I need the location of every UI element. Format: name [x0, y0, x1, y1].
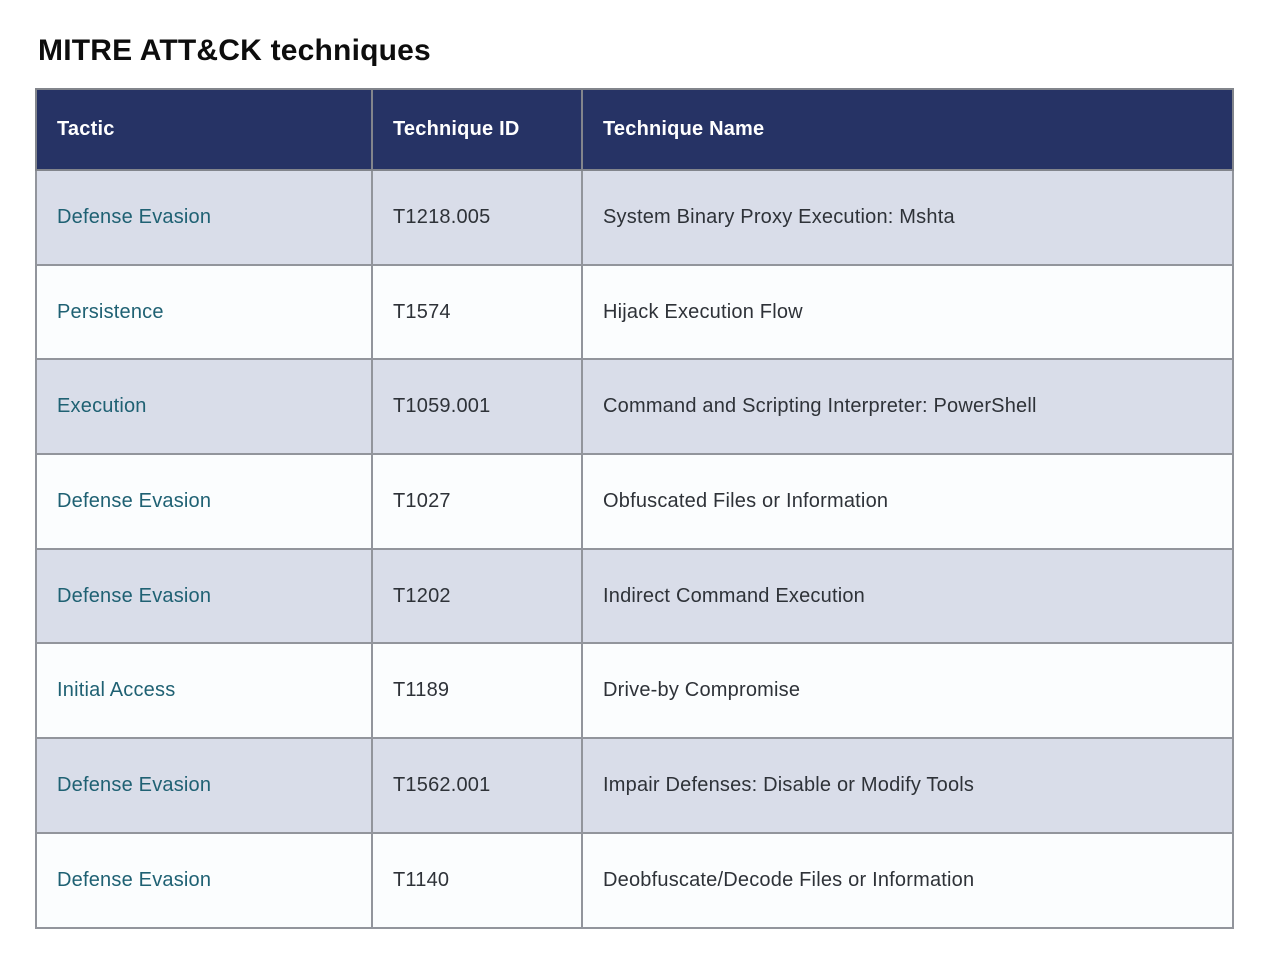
technique-name-cell: System Binary Proxy Execution: Mshta [581, 169, 1234, 266]
tactic-link[interactable]: Persistence [57, 300, 164, 323]
table-row: Defense Evasion T1562.001 Impair Defense… [35, 737, 1234, 834]
column-header-tactic: Tactic [35, 88, 373, 171]
tactic-cell: Defense Evasion [35, 169, 373, 266]
table-row: Execution T1059.001 Command and Scriptin… [35, 358, 1234, 456]
tactic-link[interactable]: Defense Evasion [57, 489, 212, 512]
mitre-techniques-table: Tactic Technique ID Technique Name Defen… [35, 88, 1234, 929]
tactic-cell: Defense Evasion [35, 453, 373, 550]
tactic-cell: Persistence [35, 263, 373, 361]
tactic-cell: Defense Evasion [35, 737, 373, 834]
table-header-row: Tactic Technique ID Technique Name [35, 88, 1234, 171]
technique-id-cell: T1562.001 [371, 737, 583, 834]
tactic-cell: Defense Evasion [35, 547, 373, 645]
technique-id-cell: T1189 [371, 642, 583, 740]
technique-id-cell: T1140 [371, 831, 583, 929]
tactic-link[interactable]: Execution [57, 395, 147, 418]
table-body: Defense Evasion T1218.005 System Binary … [35, 169, 1234, 929]
table-row: Persistence T1574 Hijack Execution Flow [35, 263, 1234, 361]
technique-name-cell: Obfuscated Files or Information [581, 453, 1234, 550]
technique-name-cell: Command and Scripting Interpreter: Power… [581, 358, 1234, 456]
tactic-link[interactable]: Initial Access [57, 679, 176, 702]
technique-name-cell: Impair Defenses: Disable or Modify Tools [581, 737, 1234, 834]
technique-id-cell: T1202 [371, 547, 583, 645]
technique-name-cell: Drive-by Compromise [581, 642, 1234, 740]
tactic-cell: Defense Evasion [35, 831, 373, 929]
table-row: Defense Evasion T1202 Indirect Command E… [35, 547, 1234, 645]
column-header-technique-name: Technique Name [581, 88, 1234, 171]
tactic-link[interactable]: Defense Evasion [57, 773, 212, 796]
table-row: Defense Evasion T1027 Obfuscated Files o… [35, 453, 1234, 550]
tactic-link[interactable]: Defense Evasion [57, 205, 212, 228]
tactic-link[interactable]: Defense Evasion [57, 868, 212, 891]
table-row: Defense Evasion T1140 Deobfuscate/Decode… [35, 831, 1234, 929]
technique-id-cell: T1027 [371, 453, 583, 550]
page-title: MITRE ATT&CK techniques [38, 34, 431, 67]
technique-id-cell: T1218.005 [371, 169, 583, 266]
tactic-cell: Execution [35, 358, 373, 456]
column-header-technique-id: Technique ID [371, 88, 583, 171]
tactic-cell: Initial Access [35, 642, 373, 740]
technique-id-cell: T1574 [371, 263, 583, 361]
table-row: Initial Access T1189 Drive-by Compromise [35, 642, 1234, 740]
technique-name-cell: Hijack Execution Flow [581, 263, 1234, 361]
technique-name-cell: Indirect Command Execution [581, 547, 1234, 645]
tactic-link[interactable]: Defense Evasion [57, 584, 212, 607]
technique-name-cell: Deobfuscate/Decode Files or Information [581, 831, 1234, 929]
table-row: Defense Evasion T1218.005 System Binary … [35, 169, 1234, 266]
technique-id-cell: T1059.001 [371, 358, 583, 456]
